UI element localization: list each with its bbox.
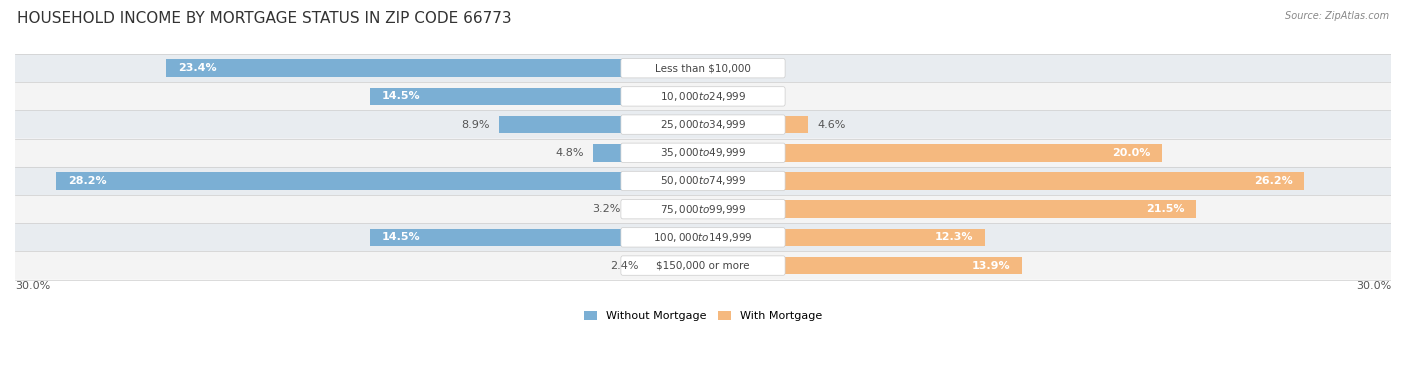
Text: HOUSEHOLD INCOME BY MORTGAGE STATUS IN ZIP CODE 66773: HOUSEHOLD INCOME BY MORTGAGE STATUS IN Z…	[17, 11, 512, 26]
FancyBboxPatch shape	[15, 251, 1391, 280]
FancyBboxPatch shape	[15, 139, 1391, 167]
Legend: Without Mortgage, With Mortgage: Without Mortgage, With Mortgage	[579, 307, 827, 326]
FancyBboxPatch shape	[15, 54, 1391, 82]
Text: 13.9%: 13.9%	[972, 261, 1011, 271]
Bar	[499, 116, 703, 133]
Bar	[703, 228, 986, 246]
Text: 21.5%: 21.5%	[1146, 204, 1185, 214]
FancyBboxPatch shape	[15, 167, 1391, 195]
Text: 12.3%: 12.3%	[935, 232, 973, 242]
Text: 20.0%: 20.0%	[1112, 148, 1150, 158]
Text: 4.6%: 4.6%	[818, 120, 846, 130]
Text: 2.4%: 2.4%	[610, 261, 638, 271]
FancyBboxPatch shape	[621, 199, 785, 219]
Text: 23.4%: 23.4%	[177, 63, 217, 73]
Bar	[703, 144, 1161, 161]
FancyBboxPatch shape	[15, 110, 1391, 139]
Text: 30.0%: 30.0%	[15, 281, 51, 291]
Bar	[370, 228, 703, 246]
FancyBboxPatch shape	[15, 223, 1391, 251]
Text: $50,000 to $74,999: $50,000 to $74,999	[659, 175, 747, 187]
FancyBboxPatch shape	[15, 195, 1391, 223]
FancyBboxPatch shape	[621, 256, 785, 275]
Bar	[370, 88, 703, 105]
FancyBboxPatch shape	[621, 87, 785, 106]
Text: 8.9%: 8.9%	[461, 120, 489, 130]
FancyBboxPatch shape	[621, 115, 785, 134]
Text: 4.8%: 4.8%	[555, 148, 583, 158]
Bar	[630, 201, 703, 218]
Text: $75,000 to $99,999: $75,000 to $99,999	[659, 203, 747, 216]
Bar	[166, 60, 703, 77]
Bar	[703, 201, 1197, 218]
Text: Source: ZipAtlas.com: Source: ZipAtlas.com	[1285, 11, 1389, 21]
Text: $25,000 to $34,999: $25,000 to $34,999	[659, 118, 747, 131]
Bar	[648, 257, 703, 274]
FancyBboxPatch shape	[621, 228, 785, 247]
Bar	[703, 172, 1303, 190]
Text: 3.2%: 3.2%	[592, 204, 620, 214]
Text: 14.5%: 14.5%	[382, 91, 420, 101]
Text: 26.2%: 26.2%	[1254, 176, 1292, 186]
Text: 30.0%: 30.0%	[1355, 281, 1391, 291]
FancyBboxPatch shape	[15, 82, 1391, 110]
Bar	[593, 144, 703, 161]
Text: $35,000 to $49,999: $35,000 to $49,999	[659, 146, 747, 159]
Bar	[703, 116, 808, 133]
Text: Less than $10,000: Less than $10,000	[655, 63, 751, 73]
Text: 14.5%: 14.5%	[382, 232, 420, 242]
Text: $150,000 or more: $150,000 or more	[657, 261, 749, 271]
FancyBboxPatch shape	[621, 171, 785, 191]
Bar	[56, 172, 703, 190]
Text: 28.2%: 28.2%	[67, 176, 107, 186]
Bar	[703, 257, 1022, 274]
Text: $100,000 to $149,999: $100,000 to $149,999	[654, 231, 752, 244]
Text: $10,000 to $24,999: $10,000 to $24,999	[659, 90, 747, 103]
FancyBboxPatch shape	[621, 58, 785, 78]
FancyBboxPatch shape	[621, 143, 785, 162]
